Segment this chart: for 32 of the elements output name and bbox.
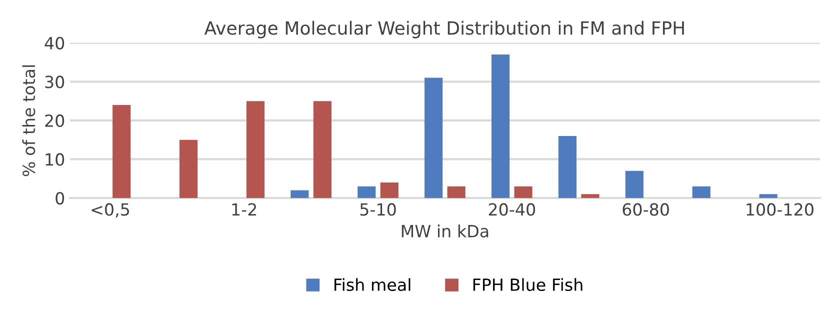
x-tick-label: 20-40: [488, 203, 536, 216]
y-tick-label: 30: [45, 76, 64, 88]
y-tick-label: 40: [44, 36, 64, 50]
bar: [112, 104, 131, 198]
bar: [491, 54, 510, 198]
x-tick-label: <0,5: [92, 203, 129, 218]
bar: [313, 101, 332, 198]
chart-title: Average Molecular Weight Distribution in FM and FPH: [204, 20, 684, 38]
y-tick-label: 0: [56, 192, 64, 205]
bar: [581, 194, 600, 198]
bar: [759, 194, 778, 198]
x-tick-label: 60-80: [622, 203, 669, 216]
bar: [290, 190, 309, 198]
x-tick-label: 1-2: [232, 203, 256, 216]
bar: [447, 186, 466, 198]
bar: [246, 101, 265, 198]
bar: [180, 140, 198, 198]
bar: [692, 186, 710, 198]
legend-label: FPH Blue Fish: [473, 278, 582, 292]
x-axis-title: MW in kDa: [402, 224, 488, 238]
bar: [424, 78, 443, 198]
y-axis-title: % of the total: [22, 65, 36, 176]
x-tick-label: 100-120: [746, 203, 814, 216]
x-tick-label: 5-10: [360, 203, 396, 216]
y-tick-label: 10: [46, 153, 64, 166]
bar: [625, 170, 644, 198]
bar: [558, 136, 577, 198]
bar: [380, 182, 398, 198]
bar: [358, 186, 376, 198]
y-tick-label: 20: [45, 114, 64, 128]
legend-label: Fish meal: [334, 278, 410, 292]
bar: [514, 186, 532, 198]
